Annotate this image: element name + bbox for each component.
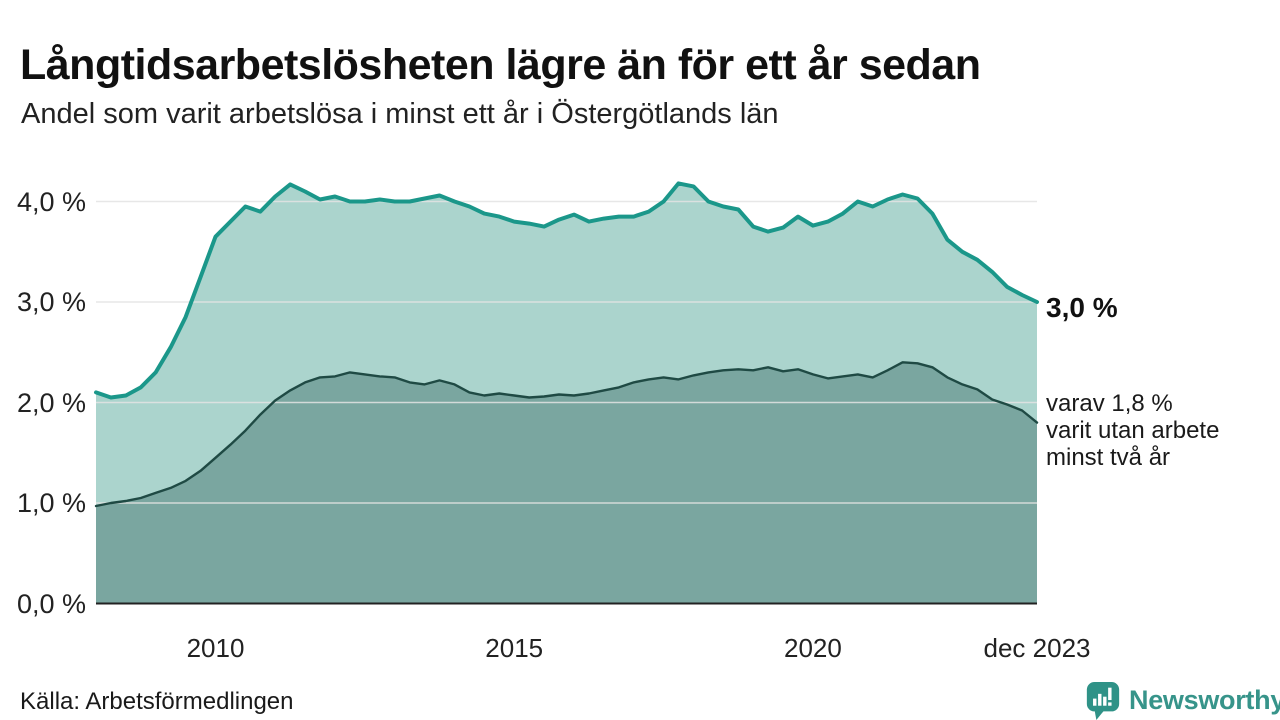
source-note: Källa: Arbetsförmedlingen	[20, 688, 294, 715]
y-axis-tick-label: 4,0 %	[16, 186, 86, 217]
y-axis-tick-label: 2,0 %	[16, 387, 86, 418]
x-axis-tick-label: 2020	[784, 633, 842, 663]
newsworthy-bubble-chart-icon	[1086, 681, 1120, 720]
x-axis-tick-label: dec 2023	[983, 633, 1091, 663]
y-axis-tick-label: 0,0 %	[16, 588, 86, 619]
latest-value-label: 3,0 %	[1046, 292, 1118, 323]
page-title: Långtidsarbetslösheten lägre än för ett …	[20, 40, 981, 89]
subseries-note: varav 1,8 % varit utan arbete minst två …	[1046, 390, 1220, 471]
x-axis-tick-label: 2010	[186, 633, 245, 663]
y-axis-tick-label: 1,0 %	[16, 488, 86, 518]
newsworthy-logo[interactable]: Newsworthy	[1084, 681, 1280, 720]
y-axis-tick-label: 3,0 %	[16, 287, 86, 317]
newsworthy-wordmark: Newsworthy	[1129, 685, 1280, 715]
x-axis-tick-label: 2015	[485, 633, 544, 663]
page-subtitle: Andel som varit arbetslösa i minst ett å…	[21, 98, 779, 130]
